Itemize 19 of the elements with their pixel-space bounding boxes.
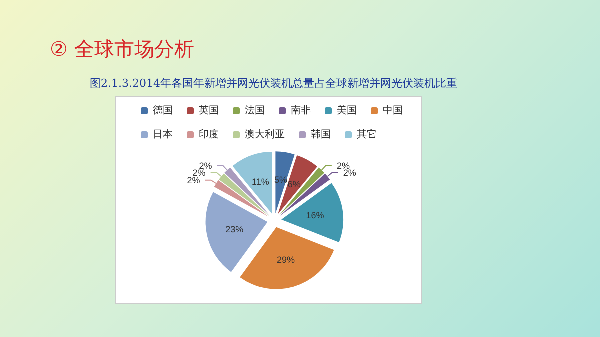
data-label: 11% bbox=[252, 177, 270, 188]
legend-label: 美国 bbox=[337, 104, 357, 116]
chart-subtitle: 图2.1.3.2014年各国年新增并网光伏装机总量占全球新增并网光伏装机比重 bbox=[90, 76, 458, 91]
legend-label: 其它 bbox=[357, 128, 377, 140]
legend-label: 南非 bbox=[291, 104, 311, 116]
data-label: 6% bbox=[288, 180, 301, 190]
data-label: 16% bbox=[306, 210, 324, 220]
legend-label: 中国 bbox=[383, 104, 403, 116]
data-label: 29% bbox=[277, 254, 296, 265]
chart-title: ② 全球市场分析 bbox=[50, 36, 194, 63]
legend-label: 德国 bbox=[153, 106, 173, 116]
legend-label: 韩国 bbox=[311, 128, 331, 140]
data-label: 23% bbox=[226, 224, 244, 235]
legend-label: 日本 bbox=[153, 128, 173, 140]
legend-label: 法国 bbox=[245, 104, 265, 116]
legend-label: 印度 bbox=[199, 128, 219, 140]
legend-label: 澳大利亚 bbox=[245, 128, 285, 140]
data-label: 2% bbox=[187, 175, 200, 186]
legend-label: 英国 bbox=[199, 104, 219, 116]
